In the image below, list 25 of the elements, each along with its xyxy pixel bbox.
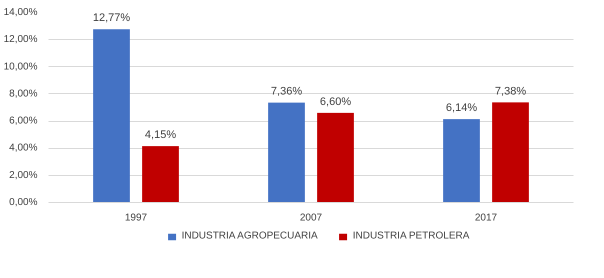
bar (93, 29, 130, 202)
y-tick-label: 0,00% (9, 197, 38, 208)
bar (142, 146, 179, 202)
data-label: 7,36% (270, 86, 302, 98)
y-tick-label: 8,00% (9, 88, 38, 100)
y-tick-label: 10,00% (4, 61, 38, 72)
x-tick-label: 2017 (474, 212, 498, 224)
bar (317, 112, 354, 202)
data-label: 4,15% (144, 129, 176, 142)
bar (492, 102, 529, 202)
y-tick-label: 2,00% (9, 170, 38, 181)
y-tick-label: 12,00% (4, 34, 38, 46)
y-tick-label: 14,00% (4, 7, 38, 18)
data-label: 6,60% (320, 96, 352, 108)
x-tick-label: 1997 (124, 212, 148, 224)
y-tick-label: 4,00% (9, 142, 38, 154)
data-label: 6,14% (446, 102, 478, 114)
bar (443, 119, 480, 202)
bar (268, 102, 305, 202)
data-label: 7,38% (494, 85, 526, 98)
legend-label: INDUSTRIA PETROLERA (352, 230, 470, 242)
x-tick-label: 2007 (300, 212, 323, 224)
data-label: 12,77% (92, 12, 130, 24)
legend-label: INDUSTRIA AGROPECUARIA (182, 230, 318, 242)
y-tick-label: 6,00% (9, 116, 38, 127)
